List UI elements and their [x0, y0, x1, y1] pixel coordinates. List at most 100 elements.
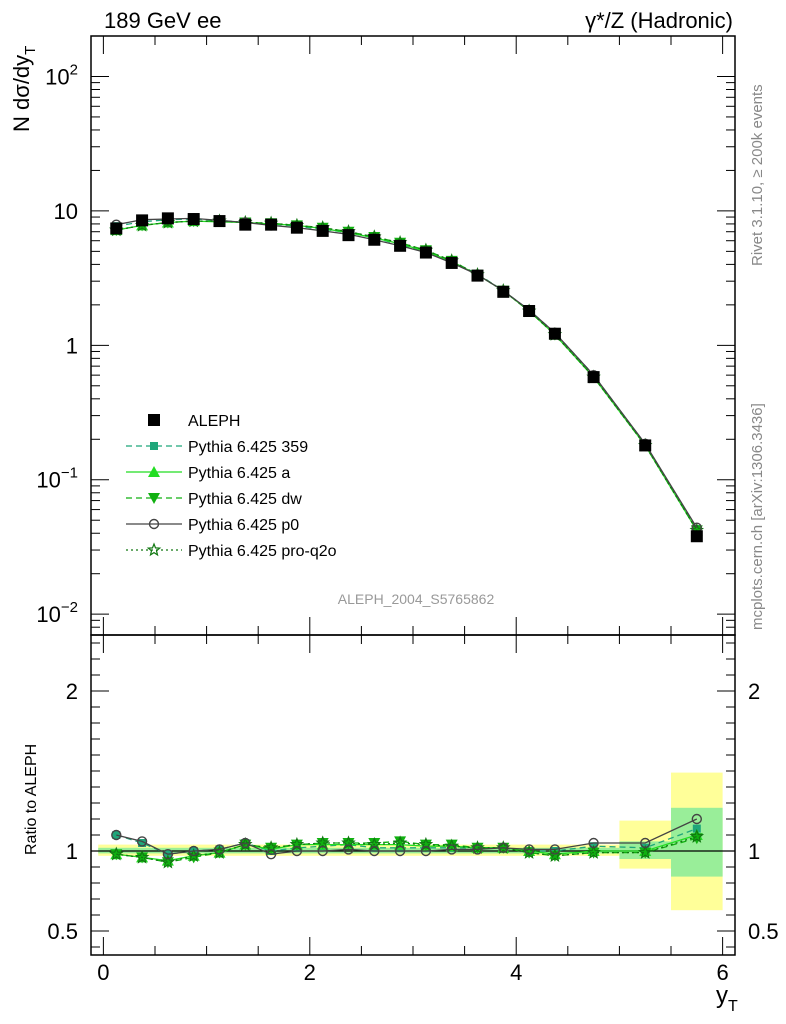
main-point-aleph: [342, 229, 355, 242]
legend-label-pythia-6-425-359: Pythia 6.425 359: [188, 439, 308, 456]
ratio-panel-series: [109, 813, 705, 869]
xlabel: yT: [716, 982, 738, 1015]
ratio-ytick-label-2: 2: [66, 679, 78, 704]
main-point-aleph: [161, 212, 174, 225]
header-left-label: 189 GeV ee: [104, 8, 221, 33]
ratio-point-pythia-6-425-pro-q2o: [689, 828, 705, 843]
main-ylabel-sub: T: [22, 46, 39, 55]
ratio-point-pythia-6-425-p0: [523, 844, 535, 855]
legend-item-pythia-6-425-dw: Pythia 6.425 dw: [126, 491, 302, 508]
xtick-label-1: 2: [304, 960, 316, 985]
legend-label-pythia-6-425-dw: Pythia 6.425 dw: [188, 491, 302, 508]
ratio-point-pythia-6-425-pro-q2o: [637, 844, 653, 859]
ratio-point-pythia-6-425-p0: [317, 845, 328, 857]
legend-label-aleph: ALEPH: [188, 413, 240, 430]
ratio-ytick-label-right-2: 2: [748, 679, 760, 704]
ratio-panel-ticks: 0 2 4 6 0.5 0.5 1 1 2 2: [47, 635, 779, 985]
ratio-point-pythia-6-425-p0: [265, 849, 277, 860]
main-panel-series: [109, 212, 705, 543]
legend-marker-pythia-6-425-pro-q2o: [146, 542, 162, 557]
ratio-point-pythia-6-425-pro-q2o: [160, 854, 176, 869]
legend-item-aleph: ALEPH: [148, 413, 240, 430]
ratio-ytick-label-1: 1: [66, 839, 78, 864]
xlabel-sub: T: [728, 998, 738, 1015]
ratio-point-pythia-6-425-pro-q2o: [134, 849, 150, 864]
xtick-label-0: 0: [97, 960, 109, 985]
ratio-point-pythia-6-425-p0: [498, 842, 509, 853]
main-line-pythia-6-425-359: [116, 218, 698, 530]
ratio-uncertainty-bands: [98, 772, 723, 911]
main-panel-ticks: 102 10 1 10−1 10−2: [36, 35, 735, 636]
ratio-point-pythia-6-425-p0: [343, 844, 354, 855]
analysis-watermark: ALEPH_2004_S5765862: [338, 591, 495, 607]
main-point-aleph: [497, 285, 510, 298]
legend-marker-pythia-6-425-359: [150, 442, 158, 450]
ratio-point-pythia-6-425-pro-q2o: [109, 846, 124, 861]
xtick-label-3: 6: [716, 960, 728, 985]
ratio-point-pythia-6-425-p0: [214, 844, 225, 855]
ratio-point-pythia-6-425-pro-q2o: [263, 840, 279, 855]
ratio-point-pythia-6-425-dw: [368, 838, 381, 849]
ratio-ylabel: Ratio to ALEPH: [23, 744, 40, 855]
main-point-aleph: [316, 224, 329, 237]
legend-item-pythia-6-425-359: Pythia 6.425 359: [126, 439, 308, 456]
main-line-pythia-6-425-dw: [116, 220, 698, 531]
ratio-point-pythia-6-425-pro-q2o: [418, 836, 434, 851]
ratio-point-pythia-6-425-p0: [136, 836, 148, 847]
legend-item-pythia-6-425-p0: Pythia 6.425 p0: [126, 517, 299, 534]
legend-item-pythia-6-425-a: Pythia 6.425 a: [126, 465, 290, 482]
ratio-point-pythia-6-425-359: [138, 839, 147, 847]
main-point-aleph: [239, 218, 252, 231]
ratio-point-pythia-6-425-359: [692, 824, 701, 833]
ratio-point-pythia-6-425-pro-q2o: [367, 836, 382, 851]
header-right-label: γ*/Z (Hadronic): [585, 8, 733, 33]
ratio-point-pythia-6-425-pro-q2o: [470, 840, 485, 855]
main-point-aleph: [690, 530, 703, 543]
legend-item-pythia-6-425-pro-q2o: Pythia 6.425 pro-q2o: [126, 542, 337, 560]
ratio-point-pythia-6-425-dw: [394, 836, 407, 848]
main-ytick-label-3: 10−1: [36, 465, 78, 493]
ratio-point-pythia-6-425-pro-q2o: [392, 835, 408, 850]
ratio-point-pythia-6-425-p0: [369, 845, 380, 857]
main-ytick-label-0: 102: [45, 61, 78, 89]
ratio-point-pythia-6-425-p0: [549, 844, 561, 855]
mcplots-label: mcplots.cern.ch [arXiv:1306.3436]: [749, 403, 766, 630]
main-line-pythia-6-425-pro-q2o: [116, 220, 698, 531]
main-point-aleph: [265, 218, 278, 231]
legend-label-pythia-6-425-a: Pythia 6.425 a: [188, 465, 290, 482]
ratio-point-pythia-6-425-p0: [111, 829, 122, 841]
xlabel-text: y: [716, 982, 728, 1009]
rivet-version-label: Rivet 3.1.10, ≥ 200k events: [749, 84, 766, 266]
ratio-point-pythia-6-425-p0: [240, 837, 251, 849]
legend-marker-pythia-6-425-dw: [148, 493, 160, 504]
ratio-ytick-label-right-1: 1: [748, 839, 760, 864]
ratio-point-pythia-6-425-pro-q2o: [586, 844, 601, 859]
ratio-point-pythia-6-425-p0: [640, 837, 651, 849]
ratio-point-pythia-6-425-p0: [446, 844, 457, 855]
main-point-aleph: [136, 214, 149, 227]
main-point-aleph: [523, 305, 536, 318]
main-point-aleph: [187, 213, 200, 226]
legend-label-pythia-6-425-p0: Pythia 6.425 p0: [188, 517, 299, 534]
legend-marker-pythia-6-425-p0: [148, 518, 160, 530]
main-ytick-label-4: 10−2: [36, 599, 78, 627]
main-point-aleph: [471, 269, 484, 282]
ratio-point-pythia-6-425-p0: [420, 845, 432, 857]
ratio-point-pythia-6-425-pro-q2o: [547, 848, 563, 863]
ratio-point-pythia-6-425-pro-q2o: [289, 836, 305, 851]
ratio-point-pythia-6-425-p0: [472, 844, 483, 855]
ratio-point-pythia-6-425-p0: [588, 837, 599, 849]
main-point-aleph: [110, 222, 123, 235]
main-point-aleph: [213, 215, 226, 228]
main-point-aleph: [445, 256, 458, 269]
ratio-point-pythia-6-425-p0: [188, 845, 199, 857]
ratio-point-pythia-6-425-p0: [291, 845, 303, 857]
legend-label-pythia-6-425-pro-q2o: Pythia 6.425 pro-q2o: [188, 543, 337, 560]
main-point-aleph: [368, 233, 381, 246]
ratio-point-pythia-6-425-p0: [394, 845, 406, 857]
main-ytick-label-2: 1: [66, 333, 78, 358]
ratio-line-pythia-6-425-pro-q2o: [116, 835, 697, 863]
legend-marker-aleph: [148, 414, 160, 426]
main-ylabel-text: N dσ/dy: [9, 55, 34, 132]
